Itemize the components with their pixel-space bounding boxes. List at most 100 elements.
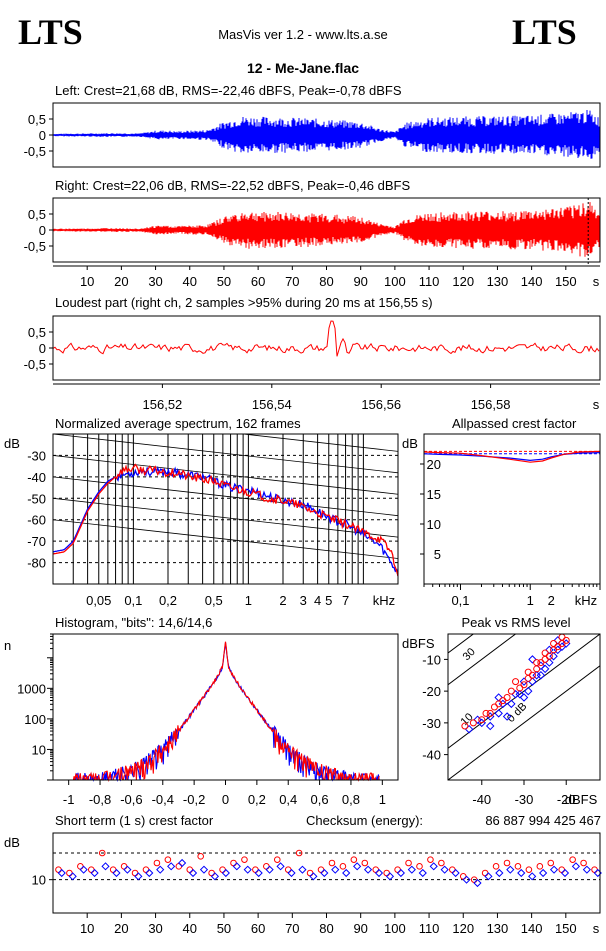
short-crest-right-point [241, 856, 248, 863]
spectrum-x-tick-label: 1 [245, 593, 252, 608]
peak-rms-diagonal-label: 30 [461, 646, 478, 663]
loudest-x-tick-label: 156,54 [252, 397, 292, 412]
short-crest-left-point [320, 868, 329, 878]
spectrum-x-tick-label: 2 [279, 593, 286, 608]
peak-rms-right-point [486, 709, 494, 717]
spectrum-diagonal [53, 519, 398, 559]
right-x-tick-label: 10 [80, 274, 94, 289]
peak-rms-right-point [469, 719, 477, 727]
short-crest-x-tick-label: 60 [251, 921, 265, 936]
short-crest-x-tick-label: 110 [419, 921, 440, 936]
peak-rms-x-tick-label: -20 [557, 792, 576, 807]
right-x-tick-label: s [593, 274, 600, 289]
peak-rms-left-point [523, 686, 533, 696]
right-y-tick-label: -0,5 [24, 239, 46, 254]
peak-rms-left-point [507, 699, 516, 709]
short-crest-left-point [363, 865, 373, 874]
short-crest-x-tick-label: 120 [452, 921, 474, 936]
histogram-x-tick-label: 1 [379, 792, 386, 807]
short-crest-x-tick-label: 30 [148, 921, 162, 936]
right-title: Right: Crest=22,06 dB, RMS=-22,52 dBFS, … [55, 178, 410, 193]
short-crest-right-point [492, 863, 500, 870]
short-crest-left-point [254, 868, 263, 878]
short-crest-x-tick-label: 150 [555, 921, 577, 936]
allpass-x-tick-label: 2 [548, 593, 555, 608]
loudest-y-tick-label: 0 [39, 341, 46, 356]
right-x-tick-label: 150 [555, 274, 577, 289]
short-crest-left-point [374, 868, 384, 878]
peak-rms-right-point [490, 703, 498, 711]
histogram-x-tick-label: 0,4 [279, 792, 297, 807]
short-crest-right-point [328, 859, 336, 867]
short-crest-left-point [473, 878, 482, 888]
spectrum-diagonal [239, 434, 398, 452]
short-crest-right-point [197, 853, 204, 860]
peak-rms-right-point [503, 693, 511, 701]
right-y-tick-label: 0 [39, 223, 46, 238]
short-crest-left-point [243, 865, 252, 874]
short-crest-x-tick-label: 80 [319, 921, 333, 936]
histogram-left-series [71, 642, 380, 783]
right-x-tick-label: 20 [114, 274, 128, 289]
short-crest-x-tick-label: 100 [384, 921, 406, 936]
peak-rms-right-point [533, 659, 541, 667]
short-crest-right-point [295, 849, 303, 857]
spectrum-plot-frame [52, 433, 399, 585]
short-crest-right-point [536, 863, 544, 870]
short-crest-x-tick-label: 90 [353, 921, 367, 936]
short-crest-left-point [407, 865, 416, 874]
short-crest-left-point [210, 872, 220, 881]
allpass-y-tick-label: 10 [427, 517, 441, 532]
loudest-title: Loudest part (right ch, 2 samples >95% d… [55, 295, 433, 310]
peak-rms-left-point [494, 709, 503, 718]
spectrum-diagonal [53, 348, 398, 387]
peak-rms-right-point [541, 649, 549, 657]
short-crest-left-point [265, 865, 274, 874]
left-y-tick-label: 0 [39, 128, 46, 143]
spectrum-left-series [53, 466, 398, 576]
short-crest-right-point [405, 859, 412, 867]
short-crest-right-point [580, 859, 587, 867]
peak-rms-left-point [528, 655, 537, 664]
spectrum-y-tick-label: -50 [27, 491, 46, 506]
right-x-tick-label: 70 [285, 274, 299, 289]
loudest-y-tick-label: 0,5 [28, 325, 46, 340]
histogram-plot-frame [52, 633, 399, 781]
short-crest-left-point [68, 872, 77, 881]
right-x-tick-label: 140 [521, 274, 543, 289]
right-x-tick-label: 90 [353, 274, 367, 289]
short-crest-left-point [396, 868, 405, 878]
right-x-tick-label: 30 [148, 274, 162, 289]
left-title: Left: Crest=21,68 dB, RMS=-22,46 dBFS, P… [55, 83, 402, 98]
right-x-tick-label: 100 [384, 274, 406, 289]
histogram-y-tick-label: 1000 [17, 681, 46, 696]
spectrum-y-tick-label: -70 [27, 534, 46, 549]
histogram-x-tick-label: -0,2 [183, 792, 205, 807]
short-crest-left-point [188, 868, 198, 878]
short-crest-left-point [298, 865, 307, 874]
short-crest-x-tick-label: 50 [217, 921, 231, 936]
file-title: 12 - Me-Jane.flac [247, 60, 359, 76]
short-crest-left-point [232, 862, 241, 871]
checksum-label: Checksum (energy): [306, 813, 423, 828]
short-crest-left-point [90, 868, 99, 878]
short-crest-x-tick-label: 130 [487, 921, 509, 936]
histogram-y-tick-label: 100 [24, 712, 46, 727]
loudest-x-unit: s [593, 397, 600, 412]
peak-rms-right-point [461, 722, 469, 730]
peak-rms-left-point [553, 636, 563, 645]
spectrum-title: Normalized average spectrum, 162 frames [55, 416, 301, 431]
allpass-x-unit: kHz [575, 593, 597, 608]
app-title: MasVis ver 1.2 - www.lts.a.se [218, 27, 388, 42]
right-x-tick-label: 60 [251, 274, 265, 289]
histogram-x-tick-label: 0,6 [311, 792, 329, 807]
short-crest-right-point [514, 863, 522, 870]
allpass-plot-frame [423, 433, 601, 585]
short-crest-ylabel: dB [4, 835, 20, 850]
peak-rms-left-point [540, 664, 550, 674]
allpass-y-tick-label: 5 [434, 547, 441, 562]
short-crest-right-point [350, 856, 358, 863]
short-crest-left-point [517, 868, 526, 878]
